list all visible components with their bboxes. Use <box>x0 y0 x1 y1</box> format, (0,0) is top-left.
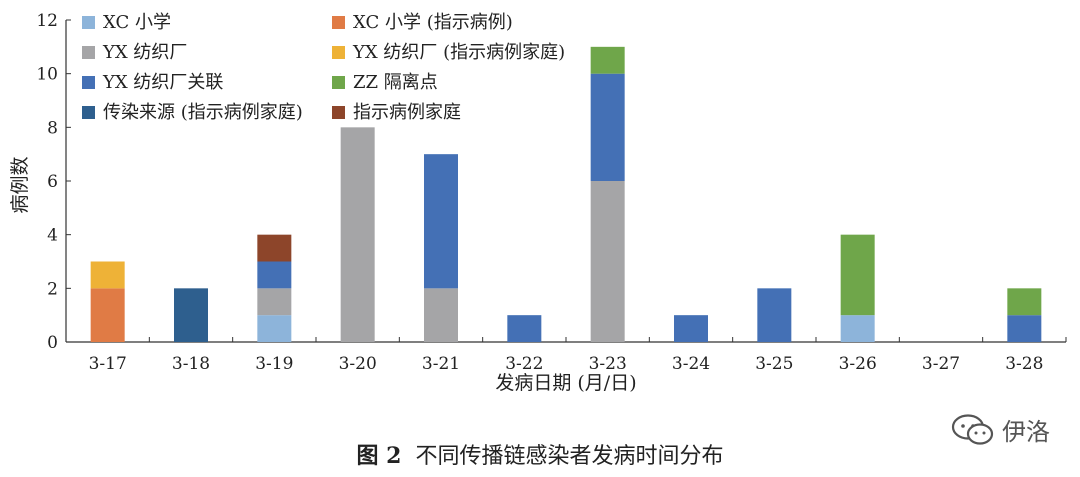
legend-swatch <box>82 106 95 119</box>
x-tick-label: 3-18 <box>172 354 210 374</box>
y-tick-label: 0 <box>47 333 58 353</box>
legend-swatch <box>82 16 95 29</box>
legend-label: XC 小学 <box>103 12 171 33</box>
x-tick-label: 3-20 <box>339 354 377 374</box>
x-tick-label: 3-19 <box>255 354 293 374</box>
x-tick-label: 3-23 <box>589 354 627 374</box>
bar-segment-3-28-s5 <box>1007 288 1042 316</box>
bar-segment-3-23-s4 <box>590 73 625 181</box>
legend-label: 传染来源 (指示病例家庭) <box>103 102 303 123</box>
x-tick-label: 3-27 <box>922 354 960 374</box>
figure-label: 图 2 <box>356 443 402 469</box>
bar-segment-3-23-s2 <box>590 181 625 342</box>
legend-label: 指示病例家庭 <box>353 102 461 123</box>
x-tick-label: 3-17 <box>89 354 127 374</box>
bar-segment-3-18-s6 <box>174 288 208 342</box>
bar-segment-3-19-s7 <box>257 234 292 262</box>
watermark-text: 伊洛 <box>1002 418 1050 446</box>
y-tick-label: 8 <box>47 118 58 138</box>
bar-segment-3-19-s2 <box>257 288 292 316</box>
legend-label: YX 纺织厂关联 <box>102 72 223 93</box>
legend-swatch <box>332 46 345 59</box>
y-axis-label: 病例数 <box>9 156 31 213</box>
watermark: 伊洛 <box>950 412 1050 447</box>
bar-segment-3-20-s2 <box>340 127 375 342</box>
y-tick-label: 2 <box>47 279 58 299</box>
bar-segment-3-25-s4 <box>757 288 792 342</box>
x-tick-label: 3-25 <box>755 354 793 374</box>
legend-label: ZZ 隔离点 <box>353 72 438 93</box>
bar-segment-3-23-s5 <box>590 46 625 74</box>
legend-label: YX 纺织厂 (指示病例家庭) <box>352 42 565 63</box>
y-tick-label: 12 <box>36 11 58 31</box>
y-tick-label: 4 <box>47 226 58 246</box>
bar-segment-3-19-s4 <box>257 261 292 289</box>
figure-caption: 图 2 不同传播链感染者发病时间分布 <box>0 438 1080 470</box>
bar-segment-3-21-s2 <box>424 288 458 342</box>
y-tick-label: 6 <box>47 172 58 192</box>
legend-label: XC 小学 (指示病例) <box>353 12 513 33</box>
x-tick-label: 3-28 <box>1005 354 1043 374</box>
bar-segment-3-21-s4 <box>424 154 458 289</box>
bar-segment-3-17-s3 <box>90 261 125 289</box>
bar-segment-3-28-s4 <box>1007 315 1042 342</box>
legend-swatch <box>332 76 345 89</box>
legend-swatch <box>82 76 95 89</box>
legend-swatch <box>332 16 345 29</box>
bar-segment-3-22-s4 <box>507 315 542 342</box>
bar-segment-3-17-s1 <box>90 288 125 342</box>
wechat-icon <box>951 413 994 445</box>
y-tick-label: 10 <box>36 65 58 85</box>
x-axis-label: 发病日期 (月/日) <box>495 372 636 394</box>
bar-segment-3-19-s0 <box>257 315 292 342</box>
caption-text: 不同传播链感染者发病时间分布 <box>415 444 724 469</box>
legend-swatch <box>332 106 345 119</box>
bar-segment-3-26-s0 <box>840 315 875 342</box>
x-tick-label: 3-22 <box>505 354 543 374</box>
chart: 0 2 4 6 8 10 12 3-17 3-18 3-19 3-20 3-21 3-22 3-23 3-2… <box>9 11 1067 394</box>
x-tick-label: 3-26 <box>839 354 877 374</box>
legend: XC 小学 XC 小学 (指示病例) YX 纺织厂 YX 纺织厂 (指示病例家庭) YX… <box>82 12 565 123</box>
x-tick-label: 3-24 <box>672 354 710 374</box>
x-tick-label: 3-21 <box>422 354 460 374</box>
bar-segment-3-26-s5 <box>840 234 875 316</box>
plot-area: 0 2 4 6 8 10 12 3-17 3-18 3-19 3-20 3-21 3-22 3-23 3-2… <box>36 11 1067 374</box>
legend-label: YX 纺织厂 <box>102 42 187 63</box>
legend-swatch <box>82 46 95 59</box>
bar-segment-3-24-s4 <box>674 315 708 342</box>
